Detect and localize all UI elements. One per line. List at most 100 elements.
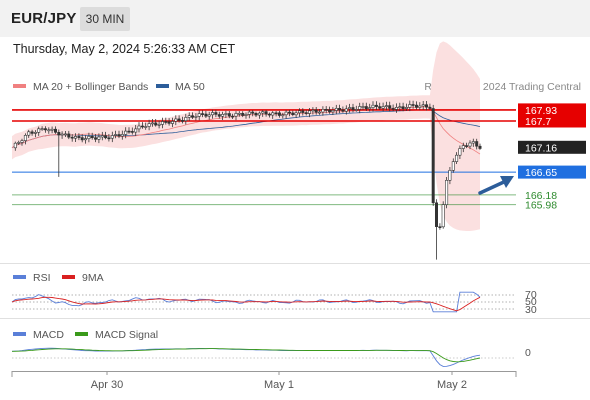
legend-label-ma20: MA 20 + Bollinger Bands xyxy=(33,81,148,93)
candle xyxy=(297,108,301,117)
macd-signal-line xyxy=(12,348,481,363)
candle xyxy=(167,118,171,126)
candle xyxy=(331,107,335,115)
arrow-head-icon xyxy=(500,176,514,188)
candle xyxy=(177,115,181,123)
candle xyxy=(438,223,442,230)
candle xyxy=(368,103,372,112)
candles xyxy=(13,100,482,260)
candle xyxy=(187,112,191,121)
candle xyxy=(23,133,27,145)
candle xyxy=(191,112,195,119)
candle xyxy=(171,117,175,128)
level-label-current-2: 167.16 xyxy=(525,142,557,154)
macd-level-label-0: 0 xyxy=(525,347,531,359)
candle xyxy=(17,140,21,145)
candle xyxy=(197,110,201,121)
candle xyxy=(94,134,98,143)
candle xyxy=(324,106,328,114)
level-label-box-resistance-0 xyxy=(518,103,586,117)
candle xyxy=(77,133,81,141)
candle xyxy=(254,111,258,117)
candle xyxy=(247,110,251,119)
level-label-resistance-0: 167.93 xyxy=(525,105,557,117)
candle xyxy=(461,142,465,153)
candle xyxy=(124,127,128,139)
candle xyxy=(90,132,94,140)
candle xyxy=(404,103,408,111)
candle xyxy=(70,134,74,142)
legend-label-macd: MACD xyxy=(33,329,64,341)
candle xyxy=(164,117,168,125)
candle xyxy=(471,138,475,147)
legend-swatch-9ma xyxy=(62,275,75,279)
legend-swatch-rsi xyxy=(13,275,26,279)
legend-label-rsi: RSI xyxy=(33,272,51,284)
candle xyxy=(244,112,248,119)
candle xyxy=(281,112,285,119)
candle xyxy=(130,127,134,135)
candle xyxy=(261,110,265,117)
timeframe-button[interactable]: 30 MIN xyxy=(80,7,130,31)
candle xyxy=(120,130,124,140)
candle xyxy=(214,109,218,118)
forecast-arrow xyxy=(478,176,514,195)
candle xyxy=(284,110,288,119)
x-tick-label-may1: May 1 xyxy=(264,379,294,391)
legend-swatch-macd-signal xyxy=(75,332,88,336)
candle xyxy=(257,111,261,119)
candle xyxy=(184,113,188,125)
candle xyxy=(434,199,438,260)
candle xyxy=(100,131,104,141)
candle xyxy=(150,119,154,127)
candle xyxy=(27,129,31,138)
legend-swatch-macd xyxy=(13,332,26,336)
rsi-level-label-70: 70 xyxy=(525,289,537,301)
candle xyxy=(317,109,321,115)
candle xyxy=(50,126,54,134)
candle xyxy=(448,167,452,185)
candle xyxy=(465,142,469,149)
macd-legend: MACD MACD Signal xyxy=(13,329,158,341)
candle xyxy=(411,100,415,109)
level-label-support-4: 166.18 xyxy=(525,190,557,202)
candle xyxy=(64,131,68,137)
candle xyxy=(30,129,34,136)
candle xyxy=(351,103,355,113)
candle xyxy=(371,101,375,112)
candle xyxy=(237,111,241,117)
candle xyxy=(97,133,101,144)
candle xyxy=(287,109,291,117)
level-label-box-current-2 xyxy=(518,140,586,154)
candle xyxy=(475,138,479,150)
candle xyxy=(378,102,382,110)
candle xyxy=(421,101,425,110)
candle xyxy=(424,101,428,111)
candle xyxy=(181,116,185,124)
candle xyxy=(74,133,78,142)
candle xyxy=(264,110,268,117)
candle xyxy=(234,111,238,121)
candle xyxy=(394,103,398,113)
candle xyxy=(291,110,295,117)
candle xyxy=(398,102,402,112)
candle xyxy=(441,201,445,229)
candle xyxy=(221,111,225,120)
rsi-line xyxy=(11,291,481,313)
candle xyxy=(137,122,141,133)
candle xyxy=(428,103,432,110)
candle xyxy=(311,107,315,115)
rsi-level-label-50: 50 xyxy=(525,296,537,308)
candle xyxy=(154,119,158,127)
candle xyxy=(57,129,61,177)
candle xyxy=(47,127,51,134)
candle xyxy=(301,108,305,116)
level-label-resistance-1: 167.7 xyxy=(525,116,551,128)
candle xyxy=(160,117,164,129)
candle xyxy=(157,120,161,129)
candle xyxy=(384,101,388,111)
candle xyxy=(274,111,278,117)
candle xyxy=(455,152,459,164)
